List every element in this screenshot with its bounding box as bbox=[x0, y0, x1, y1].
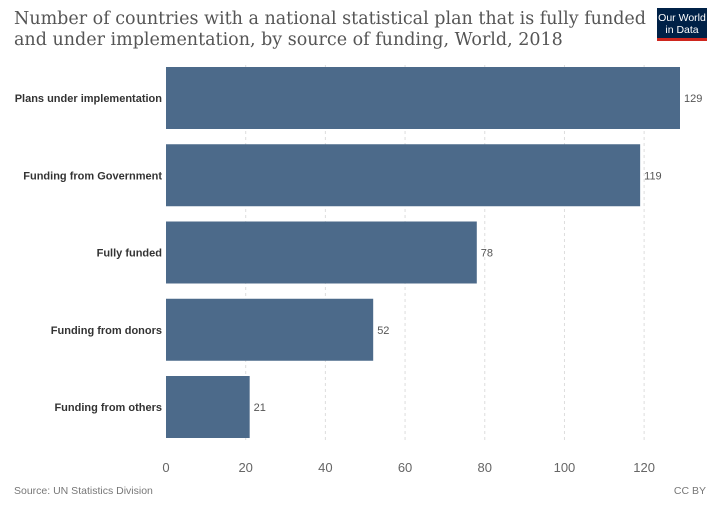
x-tick-label: 20 bbox=[238, 460, 252, 475]
logo-line-1: Our World bbox=[658, 12, 706, 24]
value-label: 129 bbox=[684, 93, 702, 105]
value-label: 119 bbox=[644, 170, 662, 182]
bar[interactable] bbox=[166, 221, 477, 284]
owid-logo[interactable]: Our World in Data bbox=[657, 8, 707, 41]
category-label: Plans under implementation bbox=[15, 93, 163, 105]
category-label: Funding from others bbox=[54, 402, 162, 414]
x-tick-label: 0 bbox=[162, 460, 169, 475]
chart-title: Number of countries with a national stat… bbox=[14, 9, 646, 50]
value-label: 78 bbox=[481, 248, 493, 260]
x-tick-label: 100 bbox=[554, 460, 576, 475]
category-label: Funding from donors bbox=[51, 325, 162, 337]
license-link[interactable]: CC BY bbox=[673, 485, 706, 497]
x-tick-label: 40 bbox=[318, 460, 332, 475]
value-label: 21 bbox=[254, 402, 266, 414]
x-tick-label: 120 bbox=[633, 460, 655, 475]
x-tick-label: 60 bbox=[398, 460, 412, 475]
bar[interactable] bbox=[166, 67, 680, 129]
bar[interactable] bbox=[166, 376, 250, 438]
bar[interactable] bbox=[166, 298, 374, 361]
category-label: Funding from Government bbox=[23, 170, 162, 182]
source-note[interactable]: Source: UN Statistics Division bbox=[14, 485, 153, 497]
logo-line-2: in Data bbox=[665, 24, 699, 36]
x-tick-label: 80 bbox=[478, 460, 492, 475]
value-label: 52 bbox=[377, 325, 389, 337]
category-label: Fully funded bbox=[97, 248, 162, 260]
bar-chart: 0 20 40 60 80 100 120 Plans under implementatio… bbox=[15, 65, 702, 475]
logo-accent-bar bbox=[657, 38, 707, 41]
bar[interactable] bbox=[166, 144, 641, 207]
